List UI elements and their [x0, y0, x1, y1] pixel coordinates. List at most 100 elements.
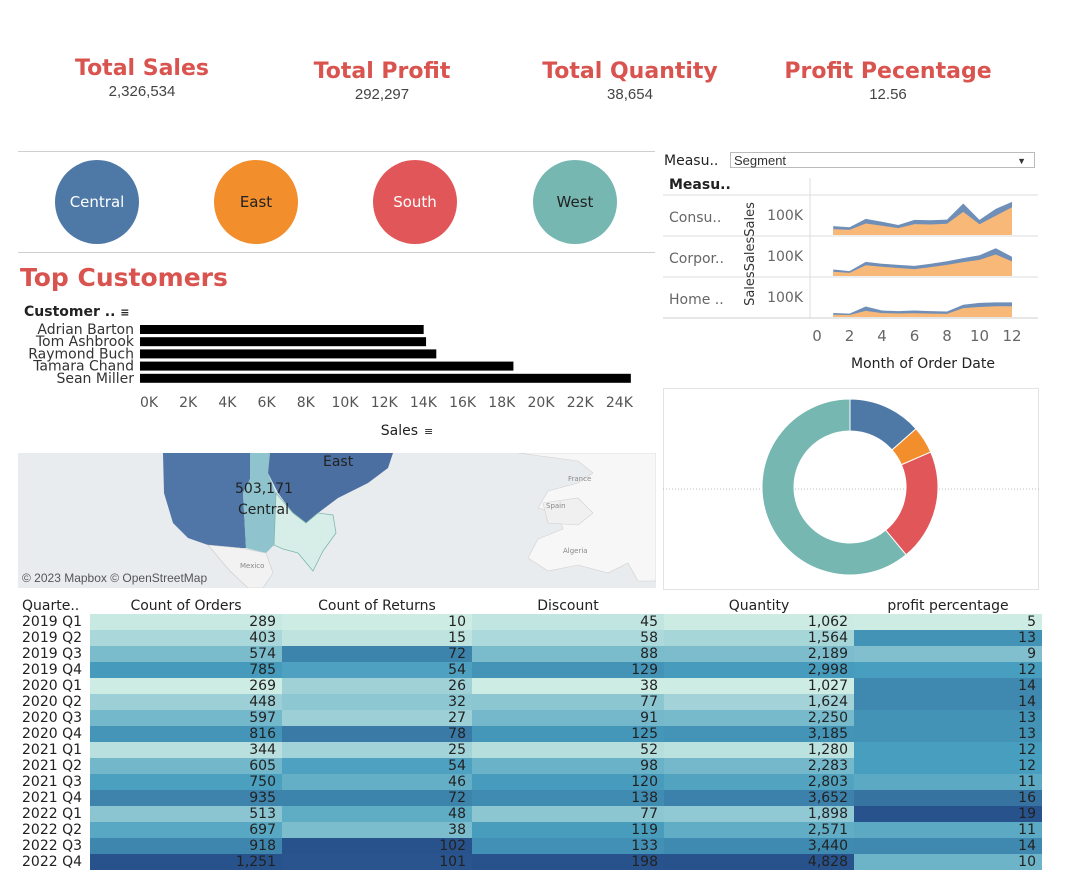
- table-cell[interactable]: 15: [282, 630, 472, 646]
- segment-area-lower[interactable]: [833, 306, 1012, 317]
- table-cell[interactable]: 1,898: [664, 806, 854, 822]
- table-cell[interactable]: 1,062: [664, 614, 854, 630]
- table-cell[interactable]: 13: [854, 630, 1042, 646]
- table-cell[interactable]: 1,251: [90, 854, 282, 870]
- table-cell[interactable]: 102: [282, 838, 472, 854]
- table-cell[interactable]: 3,440: [664, 838, 854, 854]
- table-cell[interactable]: 750: [90, 774, 282, 790]
- table-cell[interactable]: 11: [854, 774, 1042, 790]
- table-cell[interactable]: 14: [854, 838, 1042, 854]
- table-cell[interactable]: 58: [472, 630, 664, 646]
- table-cell[interactable]: 12: [854, 742, 1042, 758]
- table-cell[interactable]: 785: [90, 662, 282, 678]
- region-map[interactable]: France Spain Algeria Mexico East 503,171…: [18, 453, 656, 588]
- table-cell[interactable]: 91: [472, 710, 664, 726]
- column-header[interactable]: Discount: [472, 597, 664, 614]
- table-cell[interactable]: 2,283: [664, 758, 854, 774]
- table-cell[interactable]: 1,027: [664, 678, 854, 694]
- table-cell[interactable]: 2,998: [664, 662, 854, 678]
- table-cell[interactable]: 54: [282, 758, 472, 774]
- sort-icon[interactable]: ≡: [424, 425, 433, 438]
- table-cell[interactable]: 513: [90, 806, 282, 822]
- table-cell[interactable]: 13: [854, 710, 1042, 726]
- table-cell[interactable]: 32: [282, 694, 472, 710]
- table-cell[interactable]: 14: [854, 678, 1042, 694]
- column-header[interactable]: Count of Returns: [282, 597, 472, 614]
- table-cell[interactable]: 77: [472, 806, 664, 822]
- table-cell[interactable]: 48: [282, 806, 472, 822]
- table-cell[interactable]: 918: [90, 838, 282, 854]
- table-cell[interactable]: 72: [282, 646, 472, 662]
- customer-bar[interactable]: [140, 373, 631, 383]
- customer-bar[interactable]: [140, 361, 514, 371]
- table-cell[interactable]: 52: [472, 742, 664, 758]
- table-cell[interactable]: 1,624: [664, 694, 854, 710]
- table-cell[interactable]: 1,564: [664, 630, 854, 646]
- south-region[interactable]: [273, 491, 337, 572]
- table-cell[interactable]: 403: [90, 630, 282, 646]
- table-cell[interactable]: 269: [90, 678, 282, 694]
- segment-area-lower[interactable]: [833, 254, 1012, 276]
- table-cell[interactable]: 78: [282, 726, 472, 742]
- table-cell[interactable]: 198: [472, 854, 664, 870]
- region-filter-central[interactable]: Central: [55, 160, 139, 244]
- sort-icon[interactable]: ≡: [120, 306, 130, 319]
- table-cell[interactable]: 3,185: [664, 726, 854, 742]
- table-cell[interactable]: 448: [90, 694, 282, 710]
- table-cell[interactable]: 597: [90, 710, 282, 726]
- table-cell[interactable]: 5: [854, 614, 1042, 630]
- table-cell[interactable]: 2,250: [664, 710, 854, 726]
- table-cell[interactable]: 9: [854, 646, 1042, 662]
- customer-bar[interactable]: [140, 349, 437, 359]
- column-header[interactable]: profit percentage: [854, 597, 1042, 614]
- donut-slice-west[interactable]: [761, 398, 907, 576]
- table-cell[interactable]: 344: [90, 742, 282, 758]
- table-cell[interactable]: 935: [90, 790, 282, 806]
- table-cell[interactable]: 27: [282, 710, 472, 726]
- region-filter-south[interactable]: South: [373, 160, 457, 244]
- table-cell[interactable]: 4,828: [664, 854, 854, 870]
- table-cell[interactable]: 697: [90, 822, 282, 838]
- table-cell[interactable]: 45: [472, 614, 664, 630]
- table-cell[interactable]: 605: [90, 758, 282, 774]
- customer-bar[interactable]: [140, 337, 427, 347]
- region-filter-east[interactable]: East: [214, 160, 298, 244]
- table-cell[interactable]: 72: [282, 790, 472, 806]
- table-cell[interactable]: 77: [472, 694, 664, 710]
- table-cell[interactable]: 289: [90, 614, 282, 630]
- table-cell[interactable]: 26: [282, 678, 472, 694]
- table-cell[interactable]: 816: [90, 726, 282, 742]
- region-filter-west[interactable]: West: [533, 160, 617, 244]
- table-cell[interactable]: 12: [854, 758, 1042, 774]
- customer-header[interactable]: Customer .. ≡: [24, 304, 129, 320]
- table-cell[interactable]: 2,803: [664, 774, 854, 790]
- table-cell[interactable]: 1,280: [664, 742, 854, 758]
- table-cell[interactable]: 38: [282, 822, 472, 838]
- table-cell[interactable]: 19: [854, 806, 1042, 822]
- table-cell[interactable]: 12: [854, 662, 1042, 678]
- table-cell[interactable]: 120: [472, 774, 664, 790]
- table-cell[interactable]: 13: [854, 726, 1042, 742]
- table-cell[interactable]: 46: [282, 774, 472, 790]
- table-cell[interactable]: 10: [854, 854, 1042, 870]
- table-cell[interactable]: 125: [472, 726, 664, 742]
- table-cell[interactable]: 119: [472, 822, 664, 838]
- table-cell[interactable]: 25: [282, 742, 472, 758]
- west-region[interactable]: [163, 453, 250, 548]
- table-cell[interactable]: 3,652: [664, 790, 854, 806]
- table-cell[interactable]: 16: [854, 790, 1042, 806]
- table-cell[interactable]: 101: [282, 854, 472, 870]
- column-header[interactable]: Quantity: [664, 597, 854, 614]
- table-cell[interactable]: 88: [472, 646, 664, 662]
- table-cell[interactable]: 129: [472, 662, 664, 678]
- table-cell[interactable]: 11: [854, 822, 1042, 838]
- table-cell[interactable]: 98: [472, 758, 664, 774]
- table-cell[interactable]: 10: [282, 614, 472, 630]
- east-region[interactable]: [268, 453, 393, 523]
- table-cell[interactable]: 54: [282, 662, 472, 678]
- column-header[interactable]: Quarte..: [18, 597, 90, 614]
- table-cell[interactable]: 2,189: [664, 646, 854, 662]
- column-header[interactable]: Count of Orders: [90, 597, 282, 614]
- central-region[interactable]: [243, 453, 276, 553]
- table-cell[interactable]: 133: [472, 838, 664, 854]
